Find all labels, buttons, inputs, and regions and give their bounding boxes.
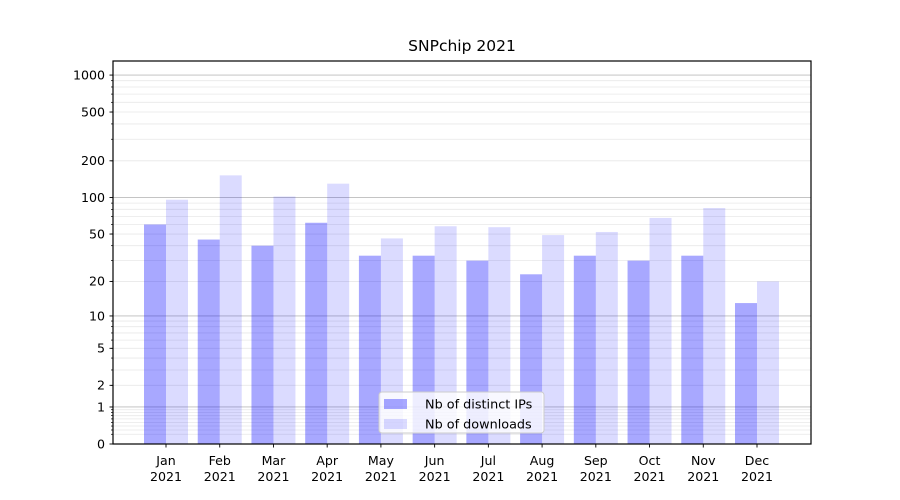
bar-apr-downloads <box>327 183 350 444</box>
x-tick-label-year: 2021 <box>257 469 289 484</box>
y-tick-label: 0 <box>97 436 105 451</box>
bar-may-distinct-ips <box>358 255 381 444</box>
y-tick-label: 100 <box>81 190 105 205</box>
x-tick-label-month: Sep <box>584 453 608 468</box>
plot-border <box>112 60 812 445</box>
chart-title: SNPchip 2021 <box>408 37 516 55</box>
minor-gridlines <box>113 80 811 435</box>
bar-jan-distinct-ips <box>144 224 166 444</box>
x-tick-label-year: 2021 <box>634 469 666 484</box>
x-tick-label-month: Jun <box>424 453 445 468</box>
legend-label-downloads: Nb of downloads <box>425 418 532 433</box>
x-axis: Jan2021Feb2021Mar2021Apr2021May2021Jun20… <box>150 444 773 484</box>
x-tick-label-month: May <box>368 453 395 468</box>
bar-nov-downloads <box>703 208 726 444</box>
bar-feb-downloads <box>219 175 242 444</box>
legend-box <box>378 391 545 434</box>
bar-nov-distinct-ips <box>681 255 704 444</box>
x-tick-label-year: 2021 <box>311 469 343 484</box>
legend-swatch-distinct-ips <box>384 399 407 409</box>
x-tick-label-month: Nov <box>691 453 716 468</box>
x-tick-label-month: Aug <box>530 453 555 468</box>
y-tick-label: 2 <box>97 378 105 393</box>
bar-jun-downloads <box>434 226 457 444</box>
x-tick-label-month: Apr <box>316 453 339 468</box>
x-tick-label-year: 2021 <box>365 469 397 484</box>
bars <box>144 175 779 444</box>
bar-jan-downloads <box>166 199 188 444</box>
x-tick-label-year: 2021 <box>419 469 451 484</box>
bar-aug-downloads <box>542 235 565 444</box>
x-tick-label-month: Feb <box>209 453 231 468</box>
bar-mar-downloads <box>273 196 296 444</box>
y-axis: 0 1 2 5 10 20 50 100 200 500 1000 <box>73 67 113 451</box>
y-tick-label: 20 <box>89 274 105 289</box>
bar-dec-downloads <box>756 281 779 444</box>
legend-swatch-downloads <box>384 419 407 429</box>
bar-feb-distinct-ips <box>197 239 220 444</box>
bar-mar-distinct-ips <box>251 245 274 444</box>
y-tick-label: 1 <box>97 399 105 414</box>
bar-jul-downloads <box>488 227 511 444</box>
bar-oct-downloads <box>649 217 672 444</box>
x-tick-label-year: 2021 <box>741 469 773 484</box>
y-tick-label: 10 <box>89 308 105 323</box>
legend: Nb of distinct IPs Nb of downloads <box>378 391 545 434</box>
x-tick-label-month: Dec <box>745 453 769 468</box>
y-tick-label: 200 <box>81 153 105 168</box>
bar-sep-downloads <box>595 231 618 444</box>
x-tick-label-year: 2021 <box>580 469 612 484</box>
x-tick-label-year: 2021 <box>472 469 504 484</box>
bar-oct-distinct-ips <box>627 260 650 444</box>
x-tick-label-year: 2021 <box>687 469 719 484</box>
y-tick-label: 500 <box>81 104 105 119</box>
x-tick-label-month: Mar <box>262 453 287 468</box>
y-tick-label: 50 <box>89 226 105 241</box>
bar-sep-distinct-ips <box>573 255 596 444</box>
x-tick-label-month: Jul <box>480 453 496 468</box>
x-tick-label-month: Jan <box>155 453 175 468</box>
y-tick-label: 1000 <box>73 67 105 82</box>
y-tick-label: 5 <box>97 341 105 356</box>
x-tick-label-year: 2021 <box>526 469 558 484</box>
bar-dec-distinct-ips <box>734 303 757 444</box>
x-tick-label-year: 2021 <box>204 469 236 484</box>
x-tick-label-month: Oct <box>639 453 661 468</box>
bar-apr-distinct-ips <box>305 222 328 444</box>
legend-label-distinct-ips: Nb of distinct IPs <box>425 398 533 413</box>
x-tick-label-year: 2021 <box>150 469 182 484</box>
